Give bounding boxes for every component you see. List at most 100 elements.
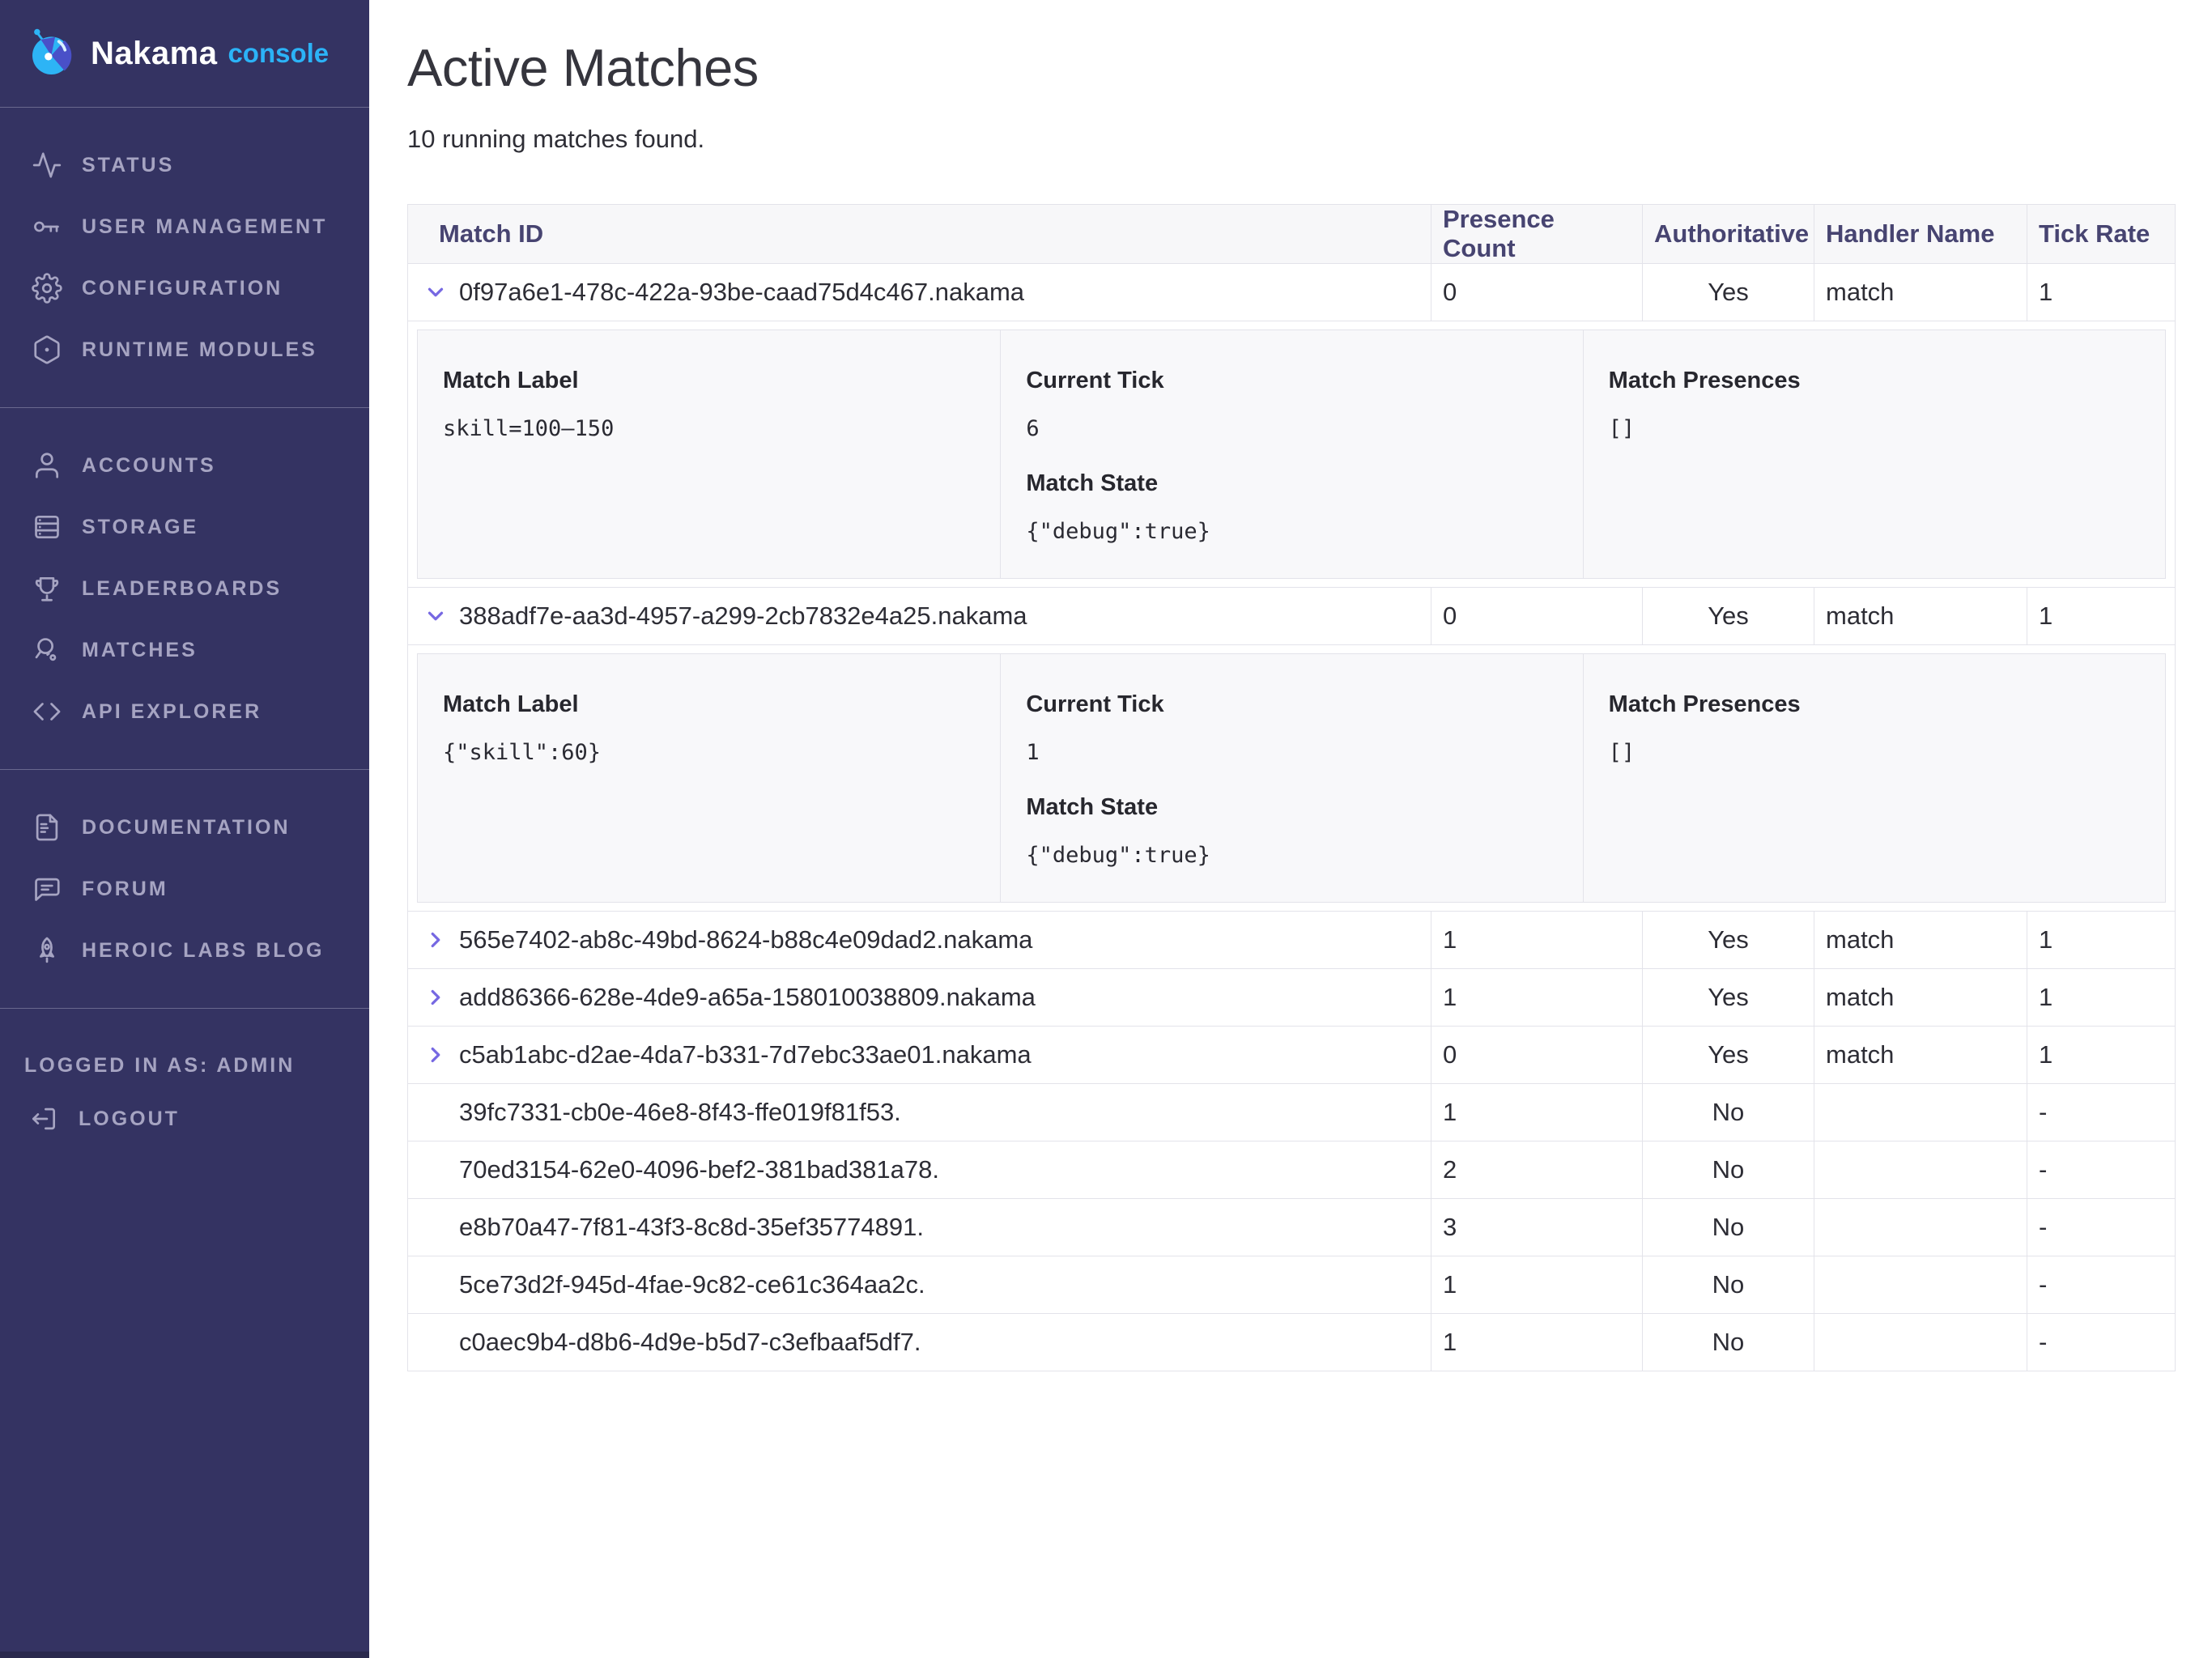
tick-rate-cell: 1: [2027, 912, 2175, 968]
racket-icon: [31, 634, 63, 666]
chevron-down-icon[interactable]: [423, 280, 448, 304]
sidebar-item-documentation[interactable]: DOCUMENTATION: [0, 797, 369, 858]
sidebar-item-accounts[interactable]: ACCOUNTS: [0, 435, 369, 496]
match-id-text: 565e7402-ab8c-49bd-8624-b88c4e09dad2.nak…: [459, 925, 1033, 954]
code-icon: [31, 695, 63, 728]
match-id-cell[interactable]: add86366-628e-4de9-a65a-158010038809.nak…: [408, 969, 1431, 1026]
logged-in-as-label: LOGGED IN AS: ADMIN: [24, 1053, 296, 1077]
match-presences-title: Match Presences: [1608, 368, 1801, 393]
table-row: 39fc7331-cb0e-46e8-8f43-ffe019f81f53. 1 …: [408, 1084, 2175, 1141]
sidebar-item-api-explorer[interactable]: API EXPLORER: [0, 681, 369, 742]
handler-name-cell: match: [1814, 912, 2027, 968]
table-row: 5ce73d2f-945d-4fae-9c82-ce61c364aa2c. 1 …: [408, 1256, 2175, 1314]
tick-rate-cell: 1: [2027, 264, 2175, 321]
match-presences-value: []: [1608, 740, 1636, 765]
sidebar: Nakama console STATUS USER MANAGEMENT: [0, 0, 369, 1658]
match-presences-section: Match Presences []: [1582, 330, 2165, 578]
table-header-row: Match ID Presence Count Authoritative Ha…: [408, 205, 2175, 264]
table-row: e8b70a47-7f81-43f3-8c8d-35ef35774891. 3 …: [408, 1199, 2175, 1256]
column-header-authoritative: Authoritative: [1642, 205, 1814, 263]
chevron-right-icon[interactable]: [423, 985, 448, 1010]
column-header-match-id: Match ID: [439, 219, 544, 248]
authoritative-cell: Yes: [1642, 912, 1814, 968]
sidebar-item-label: RUNTIME MODULES: [82, 338, 317, 361]
sidebar-item-forum[interactable]: FORUM: [0, 858, 369, 920]
current-tick-value: 1: [1026, 740, 1040, 765]
match-id-text: 70ed3154-62e0-4096-bef2-381bad381a78.: [459, 1155, 939, 1184]
sidebar-item-label: ACCOUNTS: [82, 453, 216, 477]
column-header-presence-count: Presence Count: [1431, 205, 1642, 263]
match-id-cell: 39fc7331-cb0e-46e8-8f43-ffe019f81f53.: [408, 1084, 1431, 1141]
sidebar-footer: LOGGED IN AS: ADMIN LOGOUT: [0, 1009, 369, 1150]
authoritative-cell: Yes: [1642, 969, 1814, 1026]
presence-count-cell: 1: [1431, 1084, 1642, 1141]
match-id-text: add86366-628e-4de9-a65a-158010038809.nak…: [459, 983, 1036, 1011]
sidebar-item-label: FORUM: [82, 877, 168, 900]
matches-table: Match ID Presence Count Authoritative Ha…: [407, 204, 2176, 1371]
logout-button[interactable]: LOGOUT: [0, 1088, 369, 1150]
handler-name-cell: [1814, 1199, 2027, 1256]
presence-count-cell: 2: [1431, 1141, 1642, 1198]
table-row[interactable]: add86366-628e-4de9-a65a-158010038809.nak…: [408, 969, 2175, 1027]
tick-rate-cell: -: [2027, 1314, 2175, 1371]
page-title: Active Matches: [407, 38, 759, 97]
key-icon: [31, 210, 63, 243]
sidebar-item-matches[interactable]: MATCHES: [0, 619, 369, 681]
match-id-text: c5ab1abc-d2ae-4da7-b331-7d7ebc33ae01.nak…: [459, 1040, 1032, 1069]
current-tick-value: 6: [1026, 416, 1040, 441]
match-id-text: c0aec9b4-d8b6-4d9e-b5d7-c3efbaaf5df7.: [459, 1328, 921, 1356]
user-icon: [31, 449, 63, 482]
sidebar-item-storage[interactable]: STORAGE: [0, 496, 369, 558]
match-id-cell: 70ed3154-62e0-4096-bef2-381bad381a78.: [408, 1141, 1431, 1198]
match-id-cell[interactable]: 565e7402-ab8c-49bd-8624-b88c4e09dad2.nak…: [408, 912, 1431, 968]
handler-name-cell: match: [1814, 264, 2027, 321]
match-state-value: {"debug":true}: [1026, 519, 1210, 544]
logout-icon: [28, 1103, 60, 1135]
sidebar-item-leaderboards[interactable]: LEADERBOARDS: [0, 558, 369, 619]
match-id-cell[interactable]: 0f97a6e1-478c-422a-93be-caad75d4c467.nak…: [408, 264, 1431, 321]
handler-name-cell: match: [1814, 588, 2027, 644]
sidebar-item-label: MATCHES: [82, 638, 198, 661]
chevron-right-icon[interactable]: [423, 1043, 448, 1067]
tick-rate-cell: 1: [2027, 969, 2175, 1026]
match-label-value: {"skill":60}: [443, 740, 602, 765]
authoritative-cell: Yes: [1642, 588, 1814, 644]
sidebar-item-heroic-labs-blog[interactable]: HEROIC LABS BLOG: [0, 920, 369, 981]
gear-icon: [31, 272, 63, 304]
table-row[interactable]: 565e7402-ab8c-49bd-8624-b88c4e09dad2.nak…: [408, 912, 2175, 969]
table-row[interactable]: 0f97a6e1-478c-422a-93be-caad75d4c467.nak…: [408, 264, 2175, 321]
match-state-title: Match State: [1026, 794, 1159, 820]
authoritative-cell: No: [1642, 1199, 1814, 1256]
tick-rate-cell: -: [2027, 1256, 2175, 1313]
match-presences-value: []: [1608, 416, 1636, 441]
server-icon: [31, 511, 63, 543]
presence-count-cell: 1: [1431, 1256, 1642, 1313]
sidebar-item-label: DOCUMENTATION: [82, 815, 291, 839]
sidebar-item-label: STATUS: [82, 153, 175, 176]
table-row[interactable]: 388adf7e-aa3d-4957-a299-2cb7832e4a25.nak…: [408, 588, 2175, 645]
handler-name-cell: [1814, 1256, 2027, 1313]
sidebar-group-data: ACCOUNTS STORAGE LEADERBOARDS MATCHES: [0, 408, 369, 770]
match-id-cell[interactable]: c5ab1abc-d2ae-4da7-b331-7d7ebc33ae01.nak…: [408, 1027, 1431, 1083]
logout-label: LOGOUT: [79, 1107, 180, 1130]
sidebar-item-user-management[interactable]: USER MANAGEMENT: [0, 196, 369, 257]
match-id-text: 5ce73d2f-945d-4fae-9c82-ce61c364aa2c.: [459, 1270, 925, 1299]
table-row[interactable]: c5ab1abc-d2ae-4da7-b331-7d7ebc33ae01.nak…: [408, 1027, 2175, 1084]
handler-name-cell: match: [1814, 969, 2027, 1026]
chevron-down-icon[interactable]: [423, 604, 448, 628]
authoritative-cell: Yes: [1642, 264, 1814, 321]
sidebar-item-label: HEROIC LABS BLOG: [82, 938, 325, 962]
chevron-right-icon[interactable]: [423, 928, 448, 952]
match-id-cell[interactable]: 388adf7e-aa3d-4957-a299-2cb7832e4a25.nak…: [408, 588, 1431, 644]
match-label-section: Match Label {"skill":60}: [418, 654, 1000, 902]
sidebar-item-label: API EXPLORER: [82, 699, 262, 723]
handler-name-cell: [1814, 1084, 2027, 1141]
sidebar-item-runtime-modules[interactable]: RUNTIME MODULES: [0, 319, 369, 380]
sidebar-item-status[interactable]: STATUS: [0, 134, 369, 196]
authoritative-cell: No: [1642, 1256, 1814, 1313]
activity-icon: [31, 149, 63, 181]
sidebar-item-configuration[interactable]: CONFIGURATION: [0, 257, 369, 319]
logo[interactable]: Nakama console: [0, 0, 369, 108]
authoritative-cell: No: [1642, 1314, 1814, 1371]
